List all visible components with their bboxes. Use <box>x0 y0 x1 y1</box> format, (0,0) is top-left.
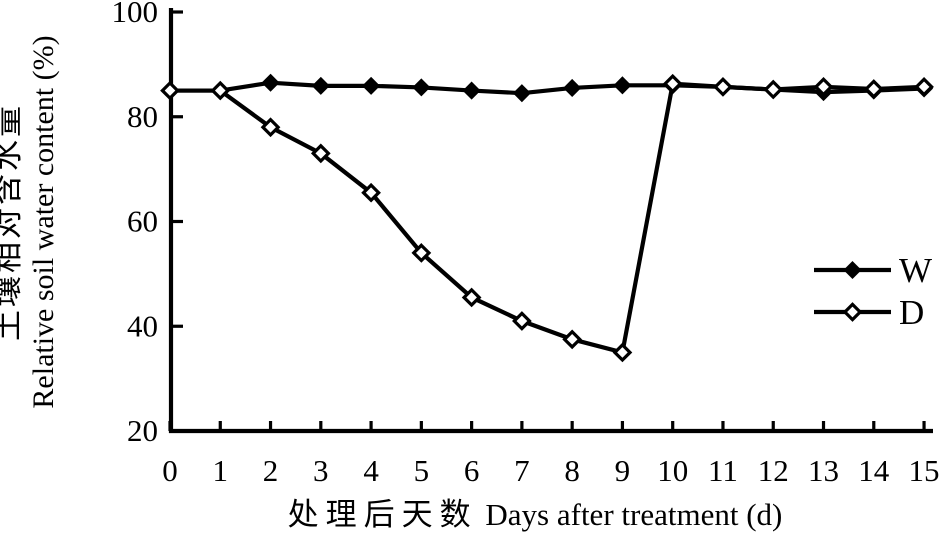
legend-item-W: W <box>814 251 932 290</box>
data-point-D-12 <box>763 79 784 100</box>
y-axis-title-en: Relative soil water content (%) <box>27 35 60 408</box>
data-point-D-7 <box>512 311 532 331</box>
data-point-W-9 <box>613 76 632 95</box>
x-axis-title-en: Days after treatment (d) <box>478 497 783 532</box>
legend-marker-W <box>843 260 862 280</box>
x-tick-label: 2 <box>263 453 279 488</box>
x-tick-label: 8 <box>564 453 580 488</box>
x-axis-title: 处理后天数 Days after treatment (d) <box>288 497 783 532</box>
data-point-D-13 <box>813 77 834 97</box>
y-tick-label: 60 <box>127 204 158 239</box>
x-tick-label: 6 <box>464 453 480 488</box>
legend-label-W: W <box>899 251 932 290</box>
y-axis-title-cn: 土壤相对含水量 <box>0 103 25 341</box>
x-tick-label: 7 <box>514 453 530 488</box>
data-point-D-14 <box>863 79 884 99</box>
y-tick-label: 100 <box>112 0 159 29</box>
legend-marker-D <box>842 302 863 322</box>
data-point-D-15 <box>914 77 934 97</box>
data-point-W-5 <box>412 78 431 97</box>
data-point-W-8 <box>563 78 582 97</box>
x-tick-label: 10 <box>657 453 688 488</box>
legend-label-D: D <box>899 293 924 332</box>
series-line-W <box>170 80 925 96</box>
legend: WD <box>814 251 932 332</box>
x-tick-label: 15 <box>909 453 940 488</box>
data-point-D-5 <box>411 243 432 263</box>
y-tick-label: 20 <box>127 413 158 448</box>
x-axis-title-cn: 处理后天数 <box>288 497 478 532</box>
data-point-D-3 <box>310 143 331 164</box>
data-point-D-1 <box>210 80 231 101</box>
series-line-D <box>170 81 925 356</box>
data-point-W-4 <box>362 76 381 95</box>
legend-item-D: D <box>814 293 924 332</box>
data-point-D-8 <box>562 329 583 350</box>
x-tick-label: 13 <box>808 453 839 488</box>
data-point-D-9 <box>612 342 633 363</box>
y-tick-label: 80 <box>127 99 158 134</box>
data-point-W-7 <box>512 84 531 103</box>
x-tick-label: 12 <box>758 453 789 488</box>
data-point-W-2 <box>261 73 280 92</box>
y-tick-label: 40 <box>127 308 158 343</box>
x-tick-label: 3 <box>313 453 329 488</box>
x-tick-label: 4 <box>363 453 379 488</box>
data-point-D-11 <box>713 77 733 97</box>
x-tick-label: 0 <box>162 453 178 488</box>
data-point-D-0 <box>160 80 180 101</box>
x-tick-label: 1 <box>213 453 229 488</box>
data-point-W-6 <box>462 81 481 100</box>
x-tick-label: 14 <box>858 453 890 488</box>
data-point-D-2 <box>260 117 281 138</box>
data-point-D-6 <box>461 287 482 308</box>
data-point-W-3 <box>311 76 330 95</box>
data-point-D-10 <box>662 73 683 94</box>
data-point-D-4 <box>361 182 381 203</box>
x-tick-label: 11 <box>708 453 738 488</box>
x-tick-label: 5 <box>414 453 430 488</box>
x-tick-label: 9 <box>615 453 631 488</box>
